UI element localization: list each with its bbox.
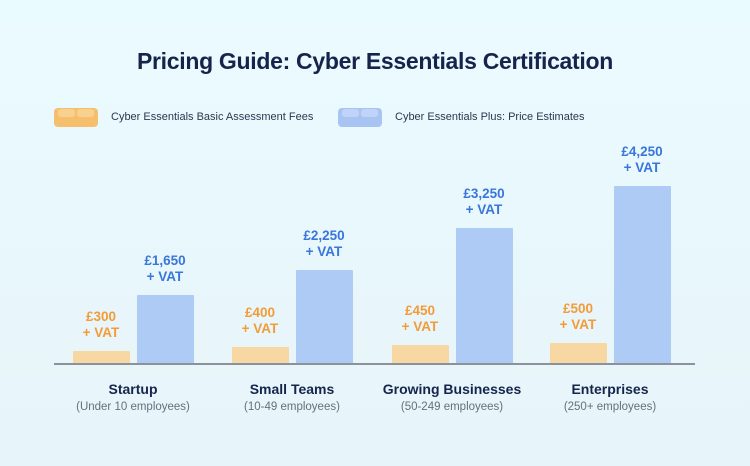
page-title: Pricing Guide: Cyber Essentials Certific…	[136, 48, 613, 74]
basic-fee-bar	[72, 351, 130, 364]
price-value: £300	[85, 309, 117, 324]
price-value: £2,250	[303, 228, 345, 243]
basic-price-label: £450 + VAT	[365, 303, 475, 335]
price-value: £1,650	[144, 253, 186, 268]
plus-series-swatch-icon	[338, 108, 382, 127]
price-value: £3,250	[463, 186, 505, 201]
vat-suffix: + VAT	[465, 202, 503, 217]
category-label: Startup	[108, 381, 158, 397]
category-label: Enterprises	[571, 381, 649, 397]
swatch-sheen	[58, 109, 75, 117]
vat-suffix: + VAT	[146, 269, 184, 284]
legend-label-plus: Cyber Essentials Plus: Price Estimates	[395, 111, 585, 123]
vat-suffix: + VAT	[305, 244, 343, 259]
category-sublabel: (10-49 employees)	[244, 401, 340, 413]
plus-price-bar	[613, 186, 671, 364]
vat-suffix: + VAT	[559, 317, 597, 332]
legend-item-plus: Cyber Essentials Plus: Price Estimates	[338, 108, 585, 127]
price-value: £500	[562, 301, 594, 316]
vat-suffix: + VAT	[623, 160, 661, 175]
legend-label-basic: Cyber Essentials Basic Assessment Fees	[111, 111, 314, 123]
basic-price-label: £500 + VAT	[523, 301, 633, 333]
plus-price-bar	[136, 295, 194, 364]
basic-fee-bar	[231, 347, 289, 364]
basic-price-label: £300 + VAT	[46, 309, 156, 341]
vat-suffix: + VAT	[401, 319, 439, 334]
price-value: £4,250	[621, 144, 663, 159]
plus-price-label: £4,250 + VAT	[587, 144, 697, 176]
swatch-sheen	[342, 109, 359, 117]
basic-series-swatch-icon	[54, 108, 98, 127]
category-label: Small Teams	[249, 381, 335, 397]
category-sublabel: (250+ employees)	[563, 401, 657, 413]
price-value: £400	[244, 305, 276, 320]
basic-fee-bar	[549, 343, 607, 364]
category-sublabel: (Under 10 employees)	[76, 401, 190, 413]
price-value: £450	[404, 303, 436, 318]
plus-price-label: £2,250 + VAT	[269, 228, 379, 260]
plus-price-bar	[455, 228, 513, 364]
basic-fee-bar	[391, 345, 449, 364]
x-axis-line	[54, 363, 695, 365]
basic-price-label: £400 + VAT	[205, 305, 315, 337]
swatch-sheen	[77, 109, 94, 117]
plus-price-label: £3,250 + VAT	[429, 186, 539, 218]
plus-price-label: £1,650 + VAT	[110, 253, 220, 285]
vat-suffix: + VAT	[82, 325, 120, 340]
category-sublabel: (50-249 employees)	[400, 401, 504, 413]
category-label: Growing Businesses	[382, 381, 522, 397]
legend-item-basic: Cyber Essentials Basic Assessment Fees	[54, 108, 313, 127]
plus-price-bar	[295, 270, 353, 364]
swatch-sheen	[361, 109, 378, 117]
vat-suffix: + VAT	[241, 321, 279, 336]
